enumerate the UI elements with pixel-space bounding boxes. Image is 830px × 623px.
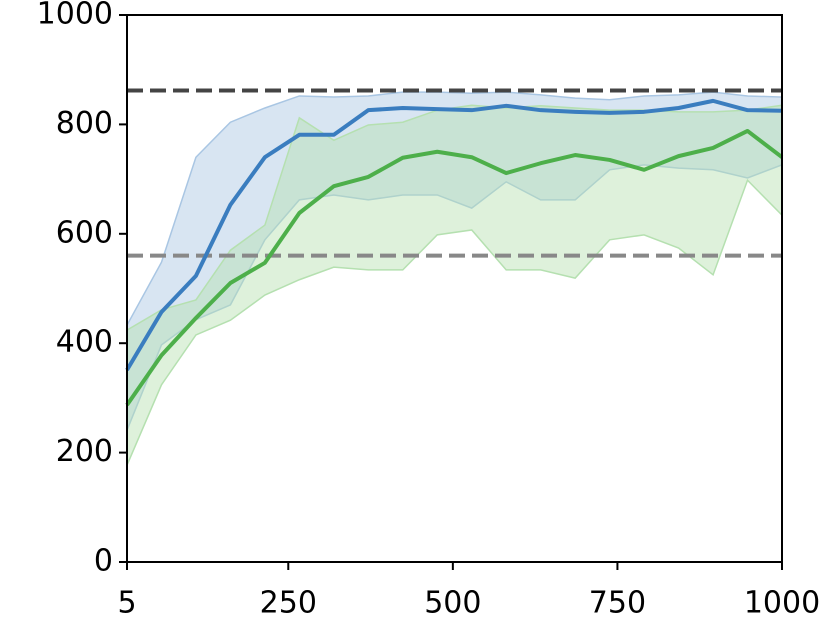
y-tick-label: 800 <box>56 106 113 141</box>
y-tick-label: 0 <box>94 544 113 579</box>
x-tick-label: 500 <box>424 586 481 621</box>
plot-frame <box>126 14 783 563</box>
y-tick-label: 400 <box>56 325 113 360</box>
y-tick-label: 1000 <box>37 0 113 32</box>
x-tick-label: 1000 <box>744 586 820 621</box>
y-tick-label: 200 <box>56 434 113 469</box>
x-tick-label: 250 <box>260 586 317 621</box>
y-tick-label: 600 <box>56 215 113 250</box>
line <box>125 128 784 407</box>
line <box>125 98 783 372</box>
x-tick-label: 750 <box>589 586 646 621</box>
x-tick-label: 5 <box>117 586 136 621</box>
